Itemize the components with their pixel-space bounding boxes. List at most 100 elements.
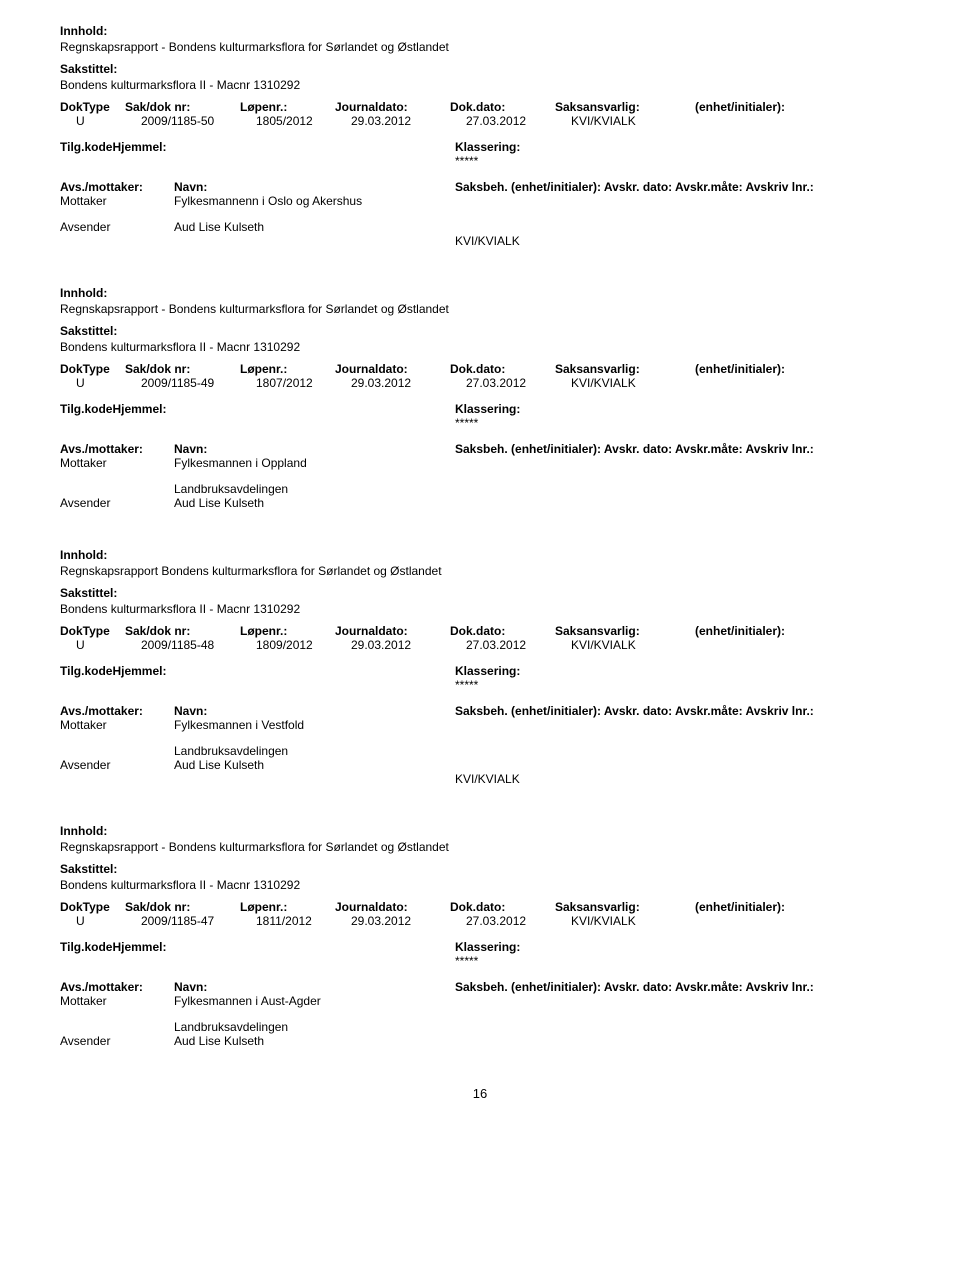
tilg-label: Tilg.kode xyxy=(60,940,112,954)
klassering-label: Klassering: xyxy=(455,940,520,954)
val-saksansvarlig: KVI/KVIALK xyxy=(571,914,711,928)
col-dokdato-label: Dok.dato: xyxy=(450,100,555,114)
avsender-label: Avsender xyxy=(60,1034,174,1048)
saksbeh-line: Saksbeh. (enhet/initialer): Avskr. dato:… xyxy=(455,442,814,456)
journal-record: Innhold: Regnskapsrapport Bondens kultur… xyxy=(60,548,900,786)
innhold-text: Regnskapsrapport - Bondens kulturmarksfl… xyxy=(60,302,900,316)
avsender-row: Avsender Aud Lise Kulseth xyxy=(60,220,900,234)
col-doktype-label: DokType xyxy=(60,100,125,114)
innhold-label: Innhold: xyxy=(60,286,900,300)
val-jdato: 29.03.2012 xyxy=(351,914,466,928)
val-doktype: U xyxy=(60,914,141,928)
hjemmel-label: Hjemmel: xyxy=(112,140,166,154)
avsender-row: Avsender Aud Lise Kulseth xyxy=(60,1034,900,1048)
col-enhet-label: (enhet/initialer): xyxy=(695,900,835,914)
navn-label: Navn: xyxy=(174,980,455,994)
tilg-klassering-row: Tilg.kodeHjemmel: Klassering: xyxy=(60,402,900,416)
mottaker-label: Mottaker xyxy=(60,456,174,470)
val-ddato: 27.03.2012 xyxy=(466,376,571,390)
innhold-text: Regnskapsrapport - Bondens kulturmarksfl… xyxy=(60,40,900,54)
avs-mottaker-label: Avs./mottaker: xyxy=(60,980,174,994)
page-number: 16 xyxy=(60,1086,900,1101)
klassering-stars: ***** xyxy=(455,678,478,692)
avsender-name: Aud Lise Kulseth xyxy=(174,496,264,510)
journal-record: Innhold: Regnskapsrapport - Bondens kult… xyxy=(60,24,900,248)
col-journaldato-label: Journaldato: xyxy=(335,362,450,376)
col-journaldato-label: Journaldato: xyxy=(335,900,450,914)
col-enhet-label: (enhet/initialer): xyxy=(695,624,835,638)
landbruksavdelingen-text: Landbruksavdelingen xyxy=(174,744,288,758)
col-lopenr-label: Løpenr.: xyxy=(240,362,335,376)
val-ddato: 27.03.2012 xyxy=(466,638,571,652)
avs-mottaker-label: Avs./mottaker: xyxy=(60,442,174,456)
mottaker-label: Mottaker xyxy=(60,194,174,208)
avsender-label: Avsender xyxy=(60,496,174,510)
avsender-name: Aud Lise Kulseth xyxy=(174,758,264,772)
sakstittel-text: Bondens kulturmarksflora II - Macnr 1310… xyxy=(60,878,900,892)
mottaker-row: Mottaker Fylkesmannen i Aust-Agder xyxy=(60,994,900,1008)
avs-mottaker-header-row: Avs./mottaker: Navn: Saksbeh. (enhet/ini… xyxy=(60,442,900,456)
col-enhet-label: (enhet/initialer): xyxy=(695,362,835,376)
avsender-label: Avsender xyxy=(60,220,174,234)
saksbeh-line: Saksbeh. (enhet/initialer): Avskr. dato:… xyxy=(455,180,814,194)
col-saknr-label: Sak/dok nr: xyxy=(125,900,240,914)
landbruksavdelingen-row: Landbruksavdelingen xyxy=(60,744,900,758)
klassering-value-row: ***** xyxy=(60,416,900,430)
val-jdato: 29.03.2012 xyxy=(351,376,466,390)
col-dokdato-label: Dok.dato: xyxy=(450,900,555,914)
klassering-stars: ***** xyxy=(455,954,478,968)
landbruksavdelingen-row: Landbruksavdelingen xyxy=(60,1020,900,1034)
col-doktype-label: DokType xyxy=(60,362,125,376)
saksbeh-line: Saksbeh. (enhet/initialer): Avskr. dato:… xyxy=(455,980,814,994)
val-doktype: U xyxy=(60,376,141,390)
avsender-name: Aud Lise Kulseth xyxy=(174,220,264,234)
mottaker-name: Fylkesmannen i Oppland xyxy=(174,456,455,470)
val-saksansvarlig: KVI/KVIALK xyxy=(571,638,711,652)
klassering-label: Klassering: xyxy=(455,402,520,416)
klassering-label: Klassering: xyxy=(455,140,520,154)
landbruksavdelingen-row: Landbruksavdelingen xyxy=(60,482,900,496)
sakstittel-label: Sakstittel: xyxy=(60,862,900,876)
val-saknr: 2009/1185-47 xyxy=(141,914,256,928)
tilg-klassering-row: Tilg.kodeHjemmel: Klassering: xyxy=(60,940,900,954)
col-saknr-label: Sak/dok nr: xyxy=(125,624,240,638)
avsender-label: Avsender xyxy=(60,758,174,772)
val-lopenr: 1807/2012 xyxy=(256,376,351,390)
val-jdato: 29.03.2012 xyxy=(351,638,466,652)
columns-values-row: U 2009/1185-47 1811/2012 29.03.2012 27.0… xyxy=(60,914,900,928)
col-enhet-label: (enhet/initialer): xyxy=(695,100,835,114)
sakstittel-text: Bondens kulturmarksflora II - Macnr 1310… xyxy=(60,340,900,354)
innhold-text: Regnskapsrapport - Bondens kulturmarksfl… xyxy=(60,840,900,854)
klassering-stars: ***** xyxy=(455,154,478,168)
val-lopenr: 1809/2012 xyxy=(256,638,351,652)
val-jdato: 29.03.2012 xyxy=(351,114,466,128)
mottaker-name: Fylkesmannenn i Oslo og Akershus xyxy=(174,194,455,208)
klassering-value-row: ***** xyxy=(60,954,900,968)
innhold-text: Regnskapsrapport Bondens kulturmarksflor… xyxy=(60,564,900,578)
kvialk-after-line: KVI/KVIALK xyxy=(60,234,900,248)
val-lopenr: 1811/2012 xyxy=(256,914,351,928)
sakstittel-label: Sakstittel: xyxy=(60,586,900,600)
tilg-label: Tilg.kode xyxy=(60,664,112,678)
hjemmel-label: Hjemmel: xyxy=(112,664,166,678)
val-saknr: 2009/1185-49 xyxy=(141,376,256,390)
col-saknr-label: Sak/dok nr: xyxy=(125,100,240,114)
val-doktype: U xyxy=(60,114,141,128)
tilg-klassering-row: Tilg.kodeHjemmel: Klassering: xyxy=(60,140,900,154)
mottaker-row: Mottaker Fylkesmannenn i Oslo og Akershu… xyxy=(60,194,900,208)
mottaker-name: Fylkesmannen i Aust-Agder xyxy=(174,994,455,1008)
col-doktype-label: DokType xyxy=(60,624,125,638)
tilg-label: Tilg.kode xyxy=(60,140,112,154)
klassering-label: Klassering: xyxy=(455,664,520,678)
columns-values-row: U 2009/1185-48 1809/2012 29.03.2012 27.0… xyxy=(60,638,900,652)
columns-header-row: DokType Sak/dok nr: Løpenr.: Journaldato… xyxy=(60,362,900,376)
col-saksansvarlig-label: Saksansvarlig: xyxy=(555,624,695,638)
columns-header-row: DokType Sak/dok nr: Løpenr.: Journaldato… xyxy=(60,900,900,914)
columns-values-row: U 2009/1185-49 1807/2012 29.03.2012 27.0… xyxy=(60,376,900,390)
innhold-label: Innhold: xyxy=(60,548,900,562)
avsender-row: Avsender Aud Lise Kulseth xyxy=(60,496,900,510)
sakstittel-label: Sakstittel: xyxy=(60,324,900,338)
avsender-row: Avsender Aud Lise Kulseth xyxy=(60,758,900,772)
journal-record: Innhold: Regnskapsrapport - Bondens kult… xyxy=(60,824,900,1048)
avs-mottaker-label: Avs./mottaker: xyxy=(60,180,174,194)
